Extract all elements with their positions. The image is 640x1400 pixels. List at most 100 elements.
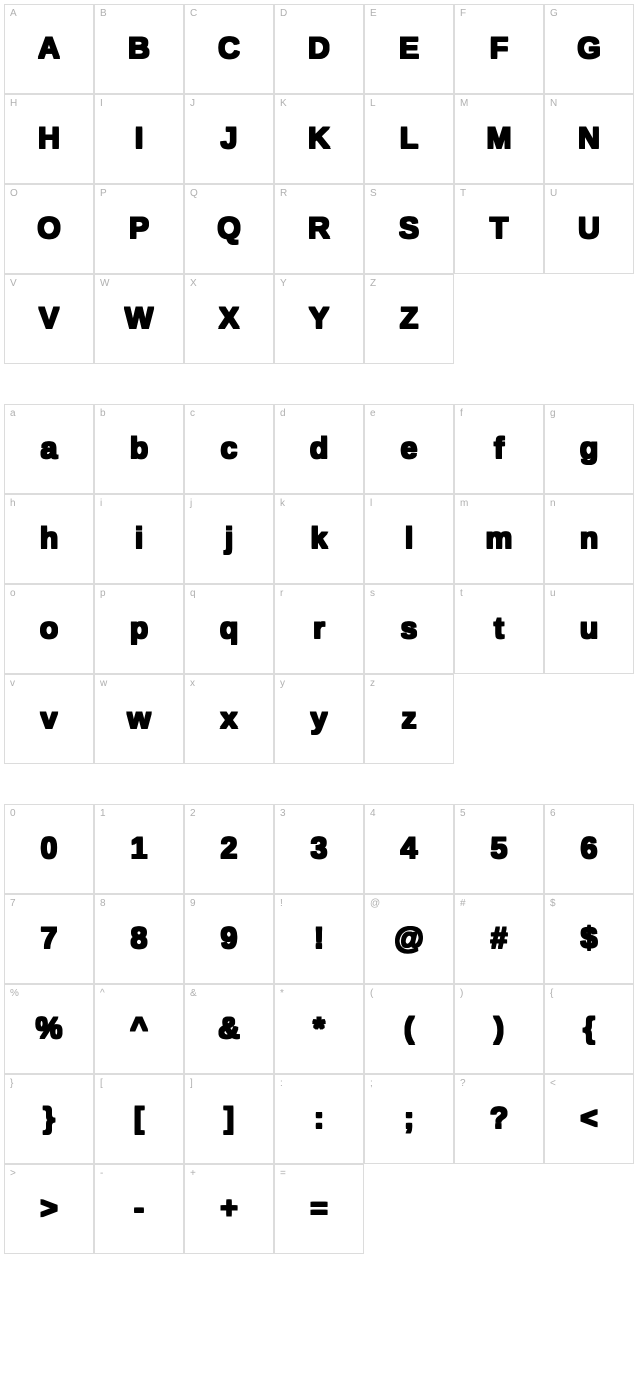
cell-label: D	[280, 8, 287, 19]
cell-glyph: G	[577, 32, 600, 66]
cell-label: o	[10, 588, 16, 599]
cell-glyph: j	[225, 522, 233, 556]
cell-label: v	[10, 678, 15, 689]
glyph-cell: --	[94, 1164, 184, 1254]
cell-glyph: z	[402, 702, 417, 736]
cell-glyph: 2	[221, 832, 238, 866]
glyph-cell: YY	[274, 274, 364, 364]
cell-glyph: B	[128, 32, 150, 66]
glyph-cell: ss	[364, 584, 454, 674]
cell-label: 8	[100, 898, 106, 909]
glyph-cell: [[	[94, 1074, 184, 1164]
cell-label: 4	[370, 808, 376, 819]
glyph-cell: vv	[4, 674, 94, 764]
cell-glyph: w	[127, 702, 150, 736]
cell-glyph: b	[130, 432, 148, 466]
cell-glyph: 5	[491, 832, 508, 866]
glyph-cell: pp	[94, 584, 184, 674]
cell-glyph: i	[135, 522, 143, 556]
cell-glyph: J	[221, 122, 238, 156]
glyph-cell: NN	[544, 94, 634, 184]
glyph-cell: AA	[4, 4, 94, 94]
cell-glyph: M	[487, 122, 512, 156]
glyph-cell: ]]	[184, 1074, 274, 1164]
glyph-cell: }}	[4, 1074, 94, 1164]
cell-label: G	[550, 8, 558, 19]
cell-label: &	[190, 988, 197, 999]
cell-glyph: 7	[41, 922, 58, 956]
cell-glyph: e	[401, 432, 418, 466]
cell-glyph: r	[313, 612, 325, 646]
glyph-cell: **	[274, 984, 364, 1074]
cell-label: L	[370, 98, 376, 109]
cell-label: l	[370, 498, 372, 509]
cell-label: B	[100, 8, 107, 19]
cell-label: h	[10, 498, 16, 509]
cell-glyph: &	[218, 1012, 240, 1046]
cell-glyph: -	[134, 1192, 144, 1226]
cell-glyph: q	[220, 612, 238, 646]
cell-label: T	[460, 188, 466, 199]
glyph-cell: BB	[94, 4, 184, 94]
cell-glyph: P	[129, 212, 149, 246]
cell-label: y	[280, 678, 285, 689]
cell-glyph: H	[38, 122, 60, 156]
cell-label: ^	[100, 988, 105, 999]
glyph-cell: {{	[544, 984, 634, 1074]
cell-glyph: <	[580, 1102, 598, 1136]
glyph-cell: !!	[274, 894, 364, 984]
glyph-cell: EE	[364, 4, 454, 94]
cell-label: 2	[190, 808, 196, 819]
glyph-cell: PP	[94, 184, 184, 274]
cell-glyph: >	[40, 1192, 58, 1226]
glyph-cell: @@	[364, 894, 454, 984]
glyph-cell: zz	[364, 674, 454, 764]
cell-glyph: ]	[224, 1102, 234, 1136]
cell-label: 5	[460, 808, 466, 819]
cell-label: x	[190, 678, 195, 689]
cell-glyph: =	[310, 1192, 328, 1226]
cell-glyph: Z	[400, 302, 418, 336]
cell-label: c	[190, 408, 195, 419]
cell-label: ?	[460, 1078, 466, 1089]
cell-label: 0	[10, 808, 16, 819]
cell-glyph: 4	[401, 832, 418, 866]
cell-glyph: f	[494, 432, 504, 466]
cell-glyph: L	[400, 122, 418, 156]
cell-glyph: {	[583, 1012, 595, 1046]
cell-label: A	[10, 8, 17, 19]
cell-glyph: F	[490, 32, 508, 66]
cell-label: I	[100, 98, 103, 109]
cell-glyph: +	[220, 1192, 238, 1226]
cell-glyph: h	[40, 522, 58, 556]
cell-label: O	[10, 188, 18, 199]
cell-label: J	[190, 98, 195, 109]
cell-label: s	[370, 588, 375, 599]
cell-label: 3	[280, 808, 286, 819]
glyph-cell: 11	[94, 804, 184, 894]
cell-label: P	[100, 188, 107, 199]
cell-glyph: ;	[404, 1102, 414, 1136]
cell-glyph: p	[130, 612, 148, 646]
glyph-cell: 00	[4, 804, 94, 894]
glyph-cell: yy	[274, 674, 364, 764]
cell-label: V	[10, 278, 17, 289]
glyph-cell: xx	[184, 674, 274, 764]
cell-glyph: )	[494, 1012, 504, 1046]
glyph-cell: QQ	[184, 184, 274, 274]
glyph-cell: qq	[184, 584, 274, 674]
cell-glyph: n	[580, 522, 598, 556]
cell-label: S	[370, 188, 377, 199]
cell-label: +	[190, 1168, 196, 1179]
glyph-cell: rr	[274, 584, 364, 674]
cell-label: E	[370, 8, 377, 19]
cell-label: C	[190, 8, 197, 19]
glyph-cell: tt	[454, 584, 544, 674]
glyph-cell: CC	[184, 4, 274, 94]
glyph-cell: KK	[274, 94, 364, 184]
glyph-cell: MM	[454, 94, 544, 184]
cell-label: =	[280, 1168, 286, 1179]
cell-label: u	[550, 588, 556, 599]
glyph-cell: VV	[4, 274, 94, 364]
cell-glyph: #	[491, 922, 508, 956]
